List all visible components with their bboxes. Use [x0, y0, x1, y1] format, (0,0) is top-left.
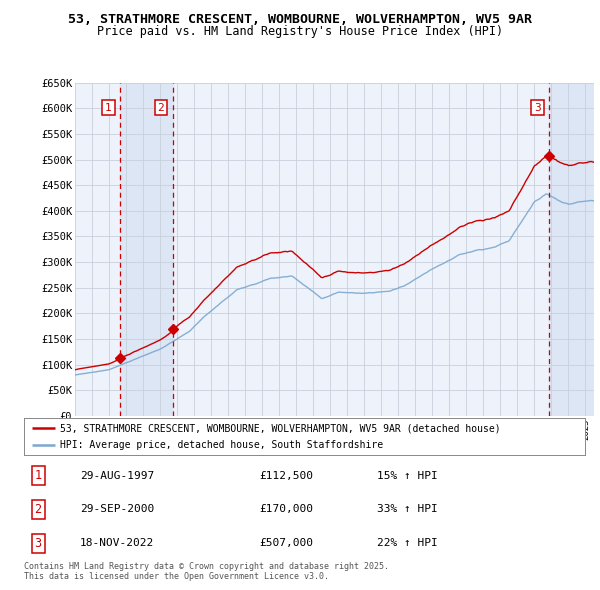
- Text: 3: 3: [34, 536, 41, 550]
- Text: £507,000: £507,000: [260, 538, 314, 548]
- Text: 29-SEP-2000: 29-SEP-2000: [80, 504, 154, 514]
- Text: £170,000: £170,000: [260, 504, 314, 514]
- Text: Contains HM Land Registry data © Crown copyright and database right 2025.
This d: Contains HM Land Registry data © Crown c…: [24, 562, 389, 581]
- Text: £112,500: £112,500: [260, 471, 314, 481]
- Text: HPI: Average price, detached house, South Staffordshire: HPI: Average price, detached house, Sout…: [61, 441, 383, 450]
- Text: 18-NOV-2022: 18-NOV-2022: [80, 538, 154, 548]
- Text: 53, STRATHMORE CRESCENT, WOMBOURNE, WOLVERHAMPTON, WV5 9AR: 53, STRATHMORE CRESCENT, WOMBOURNE, WOLV…: [68, 13, 532, 26]
- Text: 53, STRATHMORE CRESCENT, WOMBOURNE, WOLVERHAMPTON, WV5 9AR (detached house): 53, STRATHMORE CRESCENT, WOMBOURNE, WOLV…: [61, 424, 501, 433]
- Text: 3: 3: [534, 103, 541, 113]
- Text: 1: 1: [34, 469, 41, 483]
- Bar: [120, 83, 173, 416]
- Text: 15% ↑ HPI: 15% ↑ HPI: [377, 471, 438, 481]
- Text: 29-AUG-1997: 29-AUG-1997: [80, 471, 154, 481]
- Text: 22% ↑ HPI: 22% ↑ HPI: [377, 538, 438, 548]
- Text: 2: 2: [34, 503, 41, 516]
- Text: Price paid vs. HM Land Registry's House Price Index (HPI): Price paid vs. HM Land Registry's House …: [97, 25, 503, 38]
- Bar: [550, 83, 594, 416]
- Text: 2: 2: [158, 103, 164, 113]
- Text: 1: 1: [105, 103, 112, 113]
- Text: 33% ↑ HPI: 33% ↑ HPI: [377, 504, 438, 514]
